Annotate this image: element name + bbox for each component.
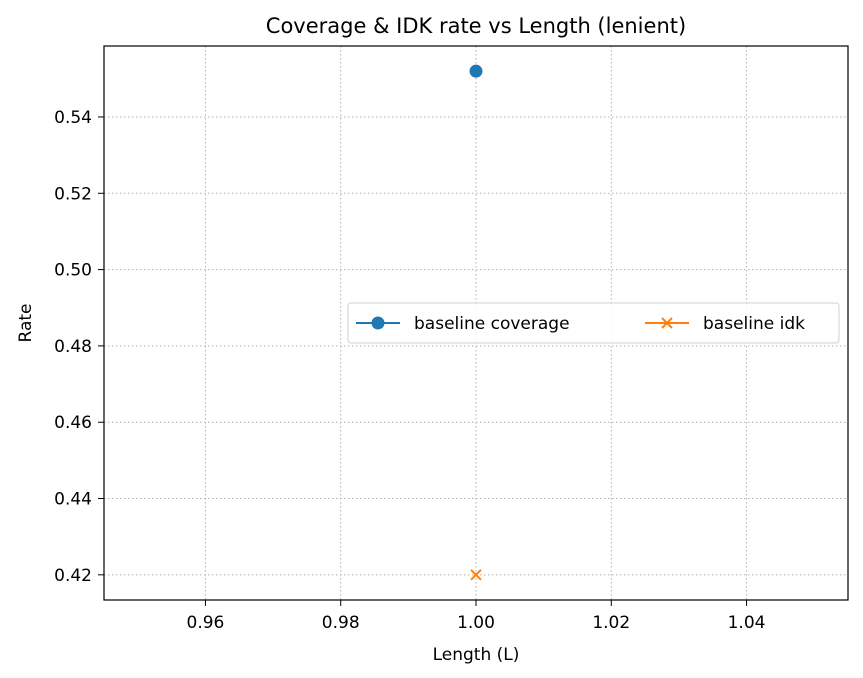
y-tick-label: 0.48 bbox=[54, 337, 92, 357]
legend-label: baseline coverage bbox=[414, 314, 570, 334]
y-tick-label: 0.42 bbox=[54, 566, 92, 586]
x-tick-label: 0.98 bbox=[322, 613, 360, 633]
data-point-idk bbox=[470, 569, 482, 581]
x-tick-label: 1.02 bbox=[592, 613, 630, 633]
legend: baseline coverage baseline idk bbox=[347, 302, 840, 344]
x-tick-label: 0.96 bbox=[187, 613, 225, 633]
legend-label: baseline idk bbox=[703, 314, 805, 334]
y-tick-label: 0.50 bbox=[54, 261, 92, 281]
legend-box bbox=[347, 302, 840, 344]
data-marks bbox=[469, 64, 483, 581]
chart-title: Coverage & IDK rate vs Length (lenient) bbox=[266, 14, 686, 38]
x-tick-label: 1.00 bbox=[457, 613, 495, 633]
x-tick-label: 1.04 bbox=[728, 613, 766, 633]
plot-frame bbox=[103, 45, 849, 601]
y-tick-label: 0.52 bbox=[54, 184, 92, 204]
y-axis-label: Rate bbox=[16, 304, 36, 343]
legend-marker bbox=[661, 317, 673, 329]
y-tick-label: 0.54 bbox=[54, 108, 92, 128]
x-axis-label: Length (L) bbox=[433, 645, 520, 665]
axis-ticks: 0.96 0.98 1.00 1.02 1.04 0.42 0.44 0.46 0.48 0.50… bbox=[54, 108, 765, 633]
y-tick-label: 0.44 bbox=[54, 490, 92, 510]
data-point-coverage bbox=[469, 64, 483, 78]
grid bbox=[104, 46, 848, 600]
legend-marker bbox=[371, 316, 385, 330]
y-tick-label: 0.46 bbox=[54, 413, 92, 433]
